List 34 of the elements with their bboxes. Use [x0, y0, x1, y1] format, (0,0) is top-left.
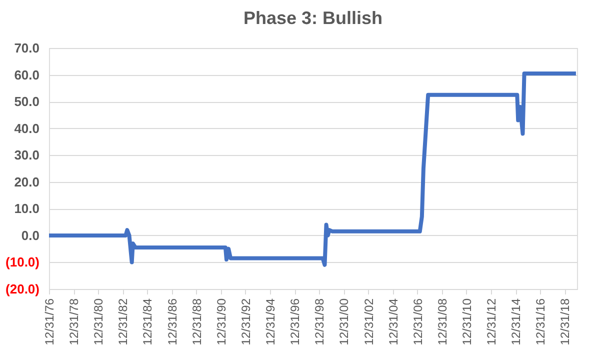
y-tick-label: 0.0 — [21, 228, 40, 243]
x-tick-label: 12/31/96 — [288, 298, 302, 346]
x-tick-label: 12/31/80 — [92, 298, 106, 346]
x-tick-label: 12/31/06 — [410, 298, 425, 346]
y-tick-label: 30.0 — [14, 148, 40, 163]
x-tick-label: 12/31/82 — [116, 298, 130, 346]
y-tick-label: 20.0 — [14, 174, 40, 190]
x-tick-label: 12/31/90 — [214, 298, 228, 346]
x-tick-label: 12/31/88 — [190, 298, 204, 346]
x-tick-label: 12/31/14 — [509, 298, 524, 346]
y-tick-label: (10.0) — [6, 254, 40, 270]
x-tick-label: 12/31/08 — [435, 298, 450, 346]
y-tick-label: 50.0 — [14, 94, 40, 110]
x-tick-label: 12/31/12 — [484, 298, 499, 346]
x-tick-label: 12/31/84 — [140, 298, 155, 346]
y-tick-label: 40.0 — [14, 120, 40, 136]
x-tick-label: 12/31/04 — [386, 298, 400, 346]
y-tick-label: 70.0 — [14, 40, 40, 56]
x-tick-label: 12/31/10 — [460, 298, 474, 346]
x-tick-label: 12/31/86 — [165, 298, 180, 346]
x-tick-label: 12/31/98 — [312, 298, 327, 346]
line-series — [47, 71, 578, 267]
y-tick-label: 60.0 — [14, 67, 40, 82]
x-tick-label: 12/31/78 — [67, 298, 82, 346]
chart-title: Phase 3: Bullish — [243, 8, 383, 28]
y-tick-label: 10.0 — [14, 201, 40, 216]
x-tick-label: 12/31/18 — [558, 298, 572, 346]
x-tick-label: 12/31/02 — [362, 298, 376, 346]
x-tick-label: 12/31/00 — [337, 298, 352, 346]
y-tick-label: (20.0) — [6, 282, 40, 296]
x-tick-label: 12/31/76 — [42, 298, 56, 346]
x-tick-label: 12/31/94 — [264, 298, 278, 346]
x-tick-label: 12/31/92 — [238, 298, 253, 346]
x-tick-label: 12/31/16 — [534, 298, 548, 346]
